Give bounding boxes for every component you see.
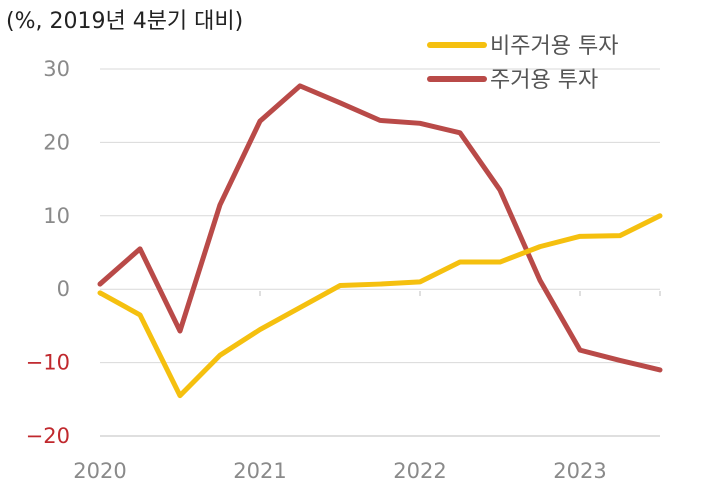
unit-label: (%, 2019년 4분기 대비) [6, 9, 243, 34]
y-tick-label: −20 [26, 424, 70, 448]
y-tick-label: 30 [43, 57, 70, 81]
legend-label: 비주거용 투자 [490, 34, 618, 59]
y-tick-label: 0 [57, 277, 70, 301]
y-tick-label: −10 [26, 351, 70, 375]
legend-label: 주거용 투자 [490, 68, 598, 93]
series-line-0 [97, 213, 663, 399]
x-tick-label: 2022 [393, 459, 446, 483]
series-line-1 [97, 83, 663, 373]
x-axis-ticks: 2020 2021 2022 2023 [73, 459, 606, 483]
gridlines [99, 68, 661, 437]
x-tick-label: 2020 [73, 459, 126, 483]
x-tick-label: 2021 [233, 459, 286, 483]
y-tick-label: 20 [43, 130, 70, 154]
x-tick-label: 2023 [553, 459, 606, 483]
series-lines [97, 83, 663, 399]
y-tick-label: 10 [43, 204, 70, 228]
y-axis-ticks: 30 20 10 0 −10 −20 [26, 57, 70, 448]
